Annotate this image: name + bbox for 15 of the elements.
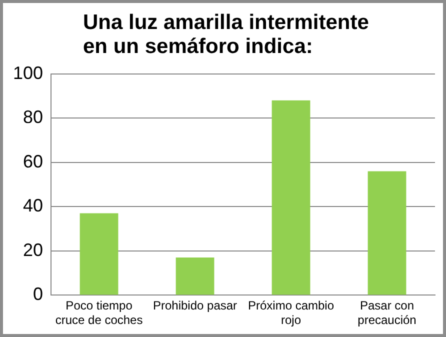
bar <box>80 213 118 295</box>
y-tick-label: 20 <box>23 240 44 260</box>
y-tick-label: 60 <box>23 151 44 172</box>
y-tick-label: 80 <box>23 107 44 128</box>
chart-title: Una luz amarilla intermitente en un semáforo indica: <box>83 11 370 59</box>
x-tick-label: Poco tiempo cruce de coches <box>55 298 143 328</box>
y-tick-label: 0 <box>33 284 44 304</box>
y-tick-label: 100 <box>12 62 44 83</box>
bar <box>176 258 214 295</box>
y-tick-label: 40 <box>23 196 44 216</box>
x-tick-label: Prohibido pasar <box>152 298 238 313</box>
x-tick-label: Próximo cambio rojo <box>248 298 334 328</box>
bar <box>272 100 310 295</box>
bar <box>368 171 406 295</box>
x-tick-label: Pasar con precaución <box>358 298 416 328</box>
